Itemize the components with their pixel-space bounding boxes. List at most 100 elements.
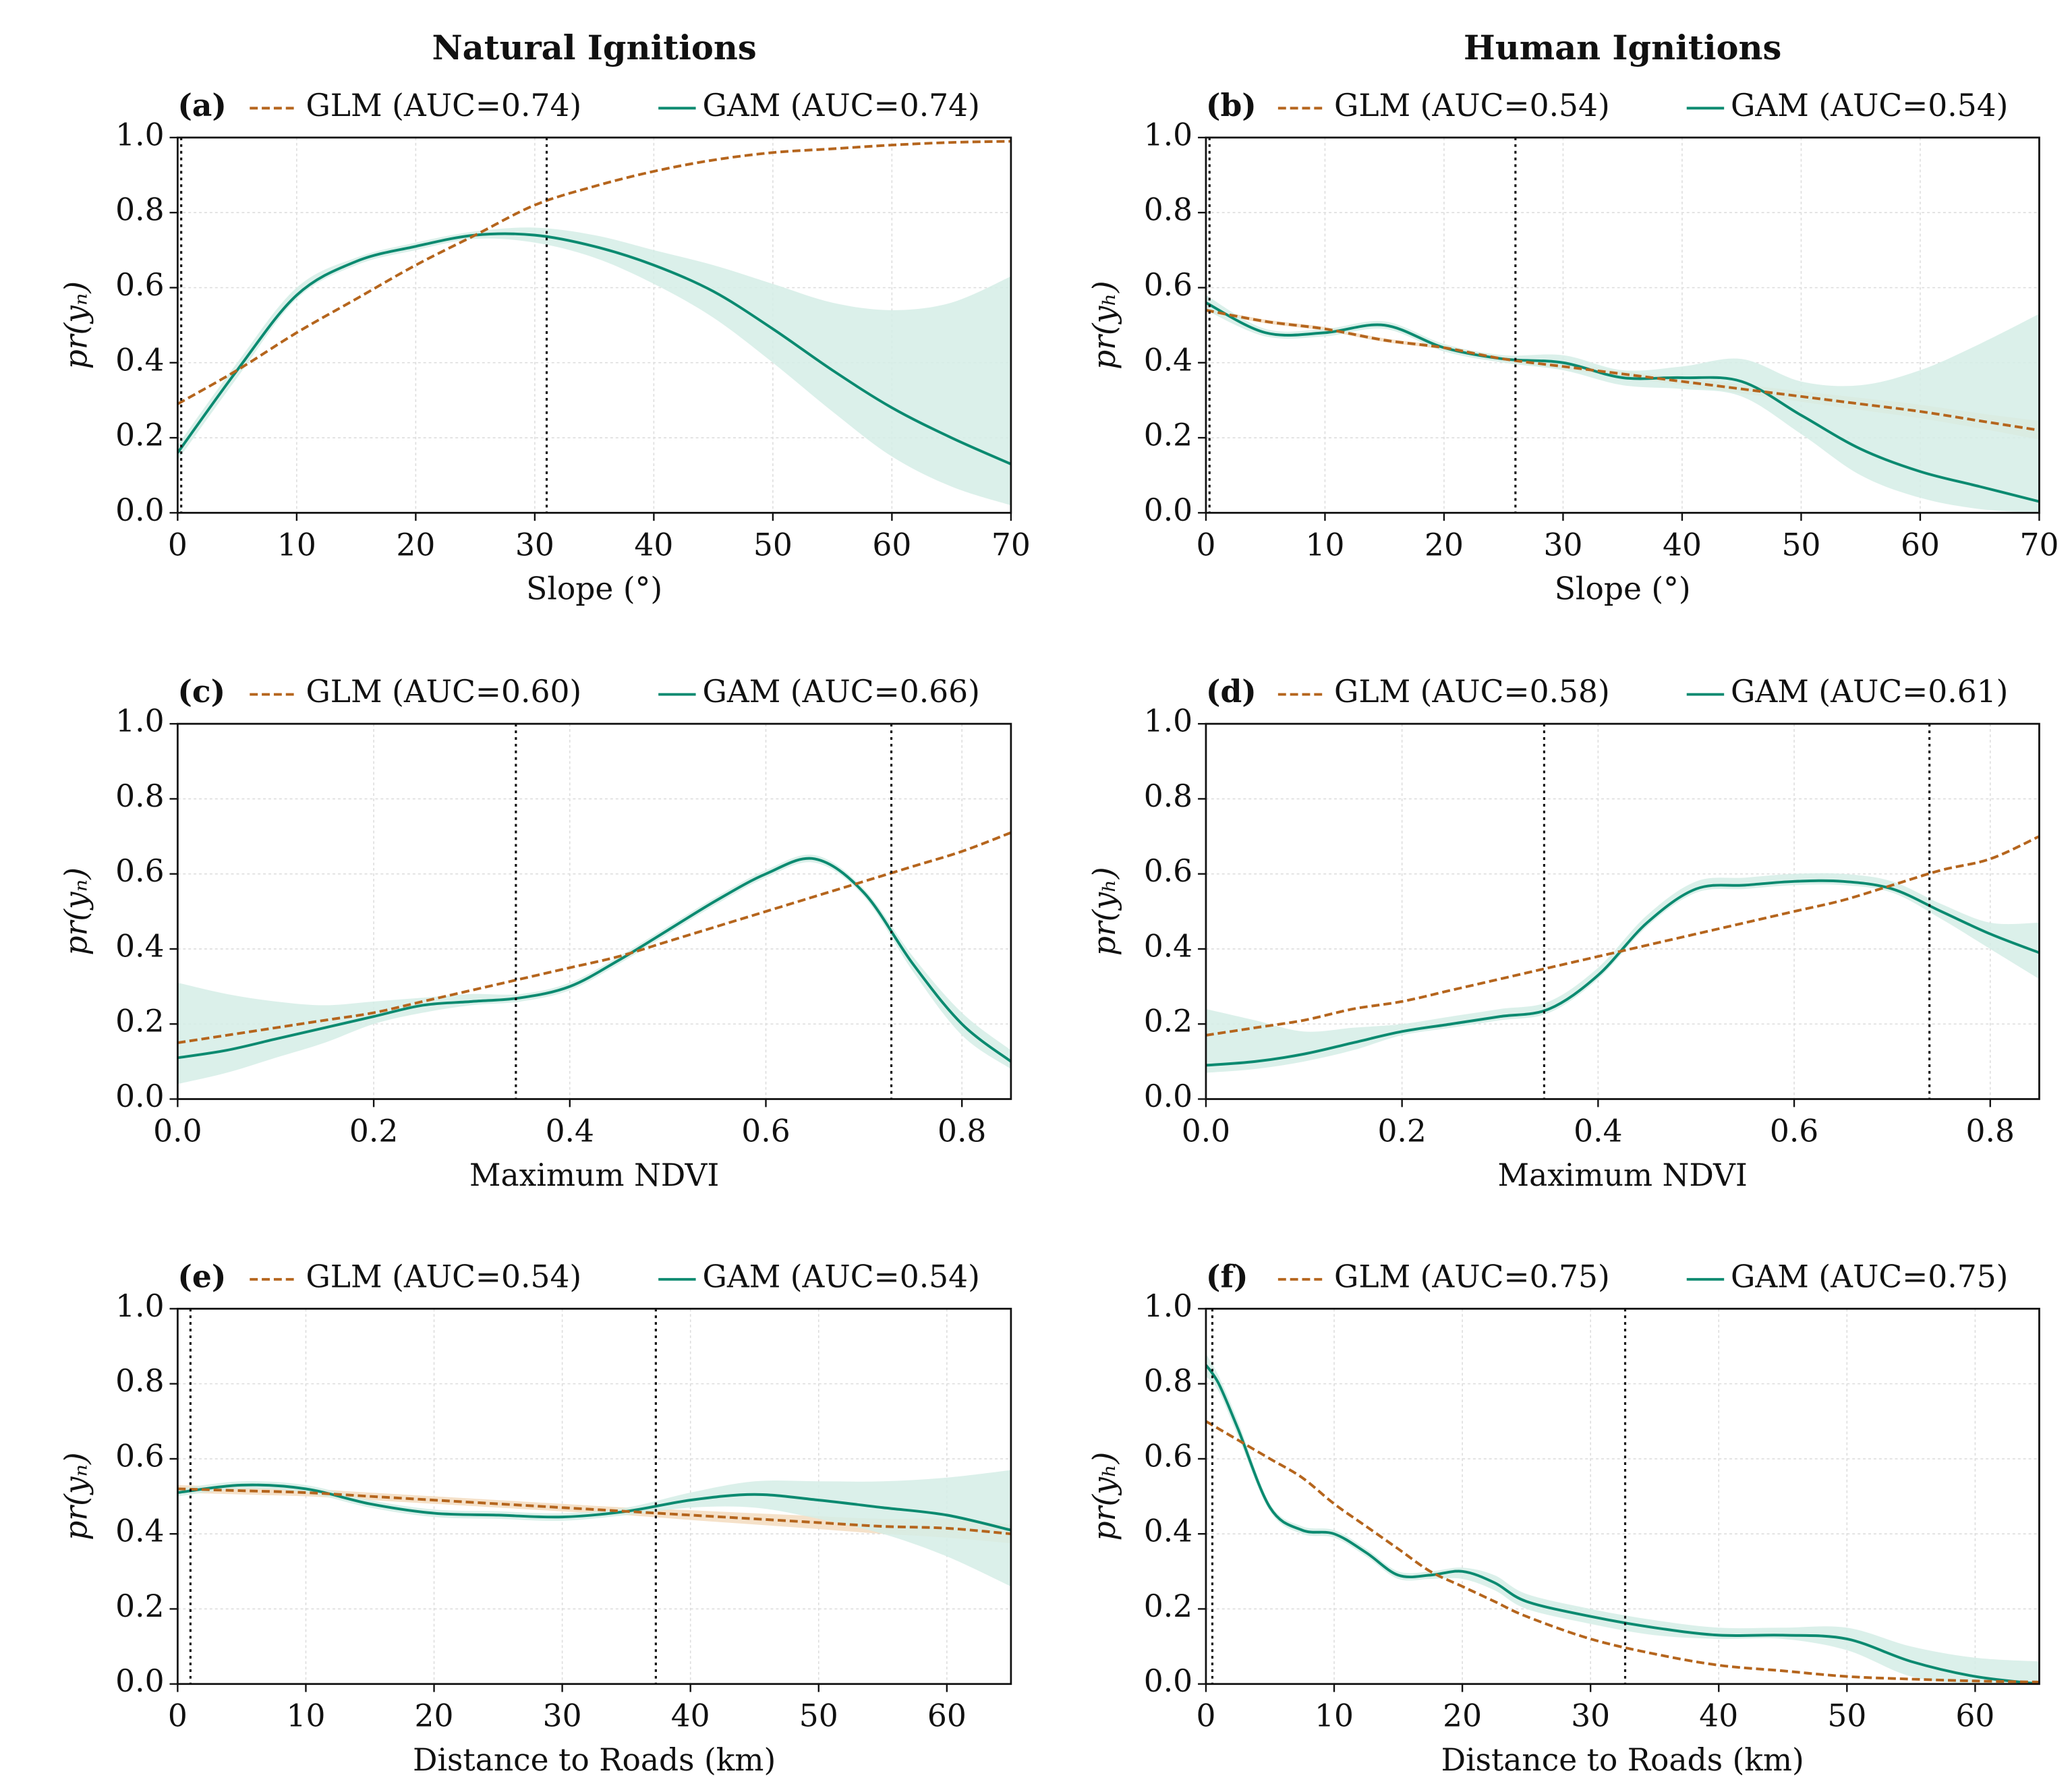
y-tick-label: 0.6 [115, 1438, 164, 1474]
plot-area [1205, 1354, 2040, 1684]
x-tick-label: 40 [634, 527, 673, 563]
x-tick-label: 50 [1827, 1698, 1866, 1734]
legend-label: GAM (AUC=0.66) [703, 674, 980, 710]
x-tick-label: 60 [1901, 527, 1940, 563]
x-tick-label: 0.6 [741, 1113, 790, 1149]
panel-label: (b) [1206, 87, 1257, 123]
series-line [1205, 301, 2040, 503]
x-tick-label: 70 [991, 527, 1031, 563]
y-tick-label: 0.0 [1144, 1663, 1192, 1699]
x-tick-label: 0.2 [1377, 1113, 1426, 1149]
legend-label: GLM (AUC=0.54) [1334, 88, 1610, 123]
series-line [177, 831, 1011, 1045]
series-line [177, 232, 1011, 465]
x-axis-label: Slope (°) [526, 571, 662, 607]
legend-label: GAM (AUC=0.75) [1731, 1259, 2008, 1294]
y-tick-label: 0.2 [115, 1588, 164, 1624]
x-tick-label: 20 [415, 1698, 454, 1734]
x-tick-label: 0.4 [1574, 1113, 1622, 1149]
x-tick-label: 30 [515, 527, 554, 563]
column-title: Natural Ignitions [432, 28, 756, 67]
y-tick-label: 0.0 [1144, 1078, 1192, 1114]
y-tick-label: 0.6 [115, 267, 164, 303]
x-axis-label: Maximum NDVI [1497, 1157, 1747, 1193]
x-tick-label: 0.6 [1770, 1113, 1818, 1149]
legend-label: GAM (AUC=0.54) [703, 1259, 980, 1294]
x-tick-label: 40 [1663, 527, 1702, 563]
confidence-band [1205, 1354, 2040, 1684]
plot-area [177, 1470, 1011, 1587]
plot-area [177, 831, 1011, 1085]
panel-label: (f) [1206, 1258, 1248, 1294]
x-tick-label: 10 [286, 1698, 325, 1734]
y-tick-label: 0.2 [115, 1004, 164, 1039]
x-tick-label: 20 [1443, 1698, 1482, 1734]
x-axis-label: Maximum NDVI [469, 1157, 719, 1193]
y-tick-label: 0.4 [115, 1514, 164, 1549]
confidence-band [177, 855, 1011, 1085]
x-tick-label: 50 [1781, 527, 1820, 563]
y-axis-label: pr(yₕ) [1087, 1452, 1122, 1541]
x-tick-label: 0.4 [546, 1113, 594, 1149]
y-tick-label: 0.8 [1144, 192, 1192, 228]
x-tick-label: 0.2 [349, 1113, 398, 1149]
confidence-band [177, 1485, 1011, 1544]
x-tick-label: 30 [543, 1698, 582, 1734]
y-tick-label: 0.4 [1144, 1514, 1192, 1549]
x-tick-label: 0 [1196, 1698, 1215, 1734]
x-tick-label: 20 [396, 527, 435, 563]
series-line [1205, 879, 2040, 1067]
x-tick-label: 60 [927, 1698, 967, 1734]
y-tick-label: 1.0 [115, 117, 164, 152]
x-axis-label: Slope (°) [1555, 571, 1691, 607]
legend-label: GLM (AUC=0.74) [306, 88, 581, 123]
series-line [1205, 308, 2040, 432]
y-tick-label: 0.4 [1144, 342, 1192, 378]
axes-frame [176, 722, 1012, 1100]
y-tick-label: 0.4 [1144, 928, 1192, 964]
x-axis-label: Distance to Roads (km) [413, 1742, 776, 1778]
x-tick-label: 0 [168, 1698, 188, 1734]
series-line [177, 1483, 1011, 1532]
y-tick-label: 0.2 [115, 417, 164, 453]
x-tick-label: 0 [168, 527, 188, 563]
axes-frame [1205, 1307, 2040, 1686]
axes-frame [1205, 722, 2040, 1100]
column-title: Human Ignitions [1464, 28, 1781, 67]
y-tick-label: 0.2 [1144, 1004, 1192, 1039]
y-tick-label: 0.4 [115, 928, 164, 964]
axes-frame [176, 136, 1012, 514]
x-tick-label: 40 [1699, 1698, 1738, 1734]
y-tick-label: 0.8 [1144, 1363, 1192, 1399]
y-tick-label: 0.6 [1144, 853, 1192, 889]
axes-frame [176, 1307, 1012, 1686]
panel-label: (e) [177, 1258, 226, 1294]
y-tick-label: 0.6 [1144, 267, 1192, 303]
legend-label: GLM (AUC=0.75) [1334, 1259, 1610, 1294]
plot-area [1205, 835, 2040, 1073]
legend-label: GAM (AUC=0.61) [1731, 674, 2008, 710]
y-tick-label: 0.2 [1144, 417, 1192, 453]
legend-label: GAM (AUC=0.54) [1731, 88, 2008, 123]
x-tick-label: 0 [1196, 527, 1215, 563]
panel-label: (c) [177, 673, 225, 710]
x-tick-label: 0.8 [938, 1113, 986, 1149]
x-tick-label: 50 [799, 1698, 838, 1734]
plot-area [177, 140, 1011, 506]
x-tick-label: 0.8 [1966, 1113, 2015, 1149]
x-axis-label: Distance to Roads (km) [1441, 1742, 1804, 1778]
y-tick-label: 0.8 [115, 192, 164, 228]
x-tick-label: 0.0 [1182, 1113, 1230, 1149]
x-tick-label: 30 [1543, 527, 1582, 563]
confidence-band [1205, 873, 2040, 1073]
x-tick-label: 70 [2019, 527, 2059, 563]
y-tick-label: 0.6 [1144, 1438, 1192, 1474]
x-tick-label: 30 [1571, 1698, 1610, 1734]
y-tick-label: 0.4 [115, 342, 164, 378]
y-tick-label: 1.0 [115, 1288, 164, 1324]
y-tick-label: 0.6 [115, 853, 164, 889]
x-tick-label: 10 [1315, 1698, 1354, 1734]
y-tick-label: 0.0 [115, 1663, 164, 1699]
plot-area [1205, 295, 2040, 513]
